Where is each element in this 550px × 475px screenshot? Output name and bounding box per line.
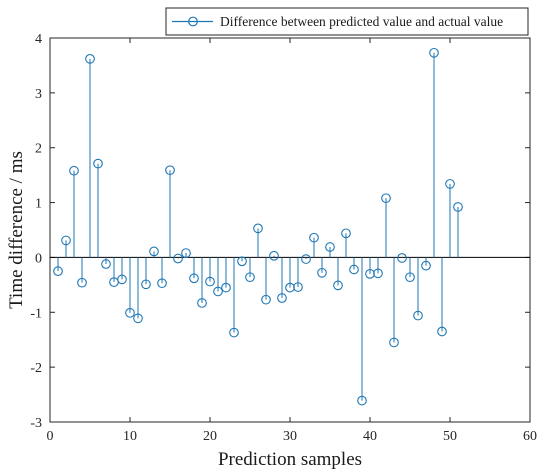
stem-marker bbox=[85, 53, 95, 64]
stem-marker bbox=[125, 307, 135, 318]
stem-marker bbox=[349, 264, 359, 275]
stem-marker bbox=[261, 294, 271, 305]
y-axis-label: Time difference / ms bbox=[6, 151, 27, 309]
stem-marker bbox=[117, 274, 127, 285]
y-tick-label: 1 bbox=[35, 197, 42, 212]
stem-marker bbox=[69, 165, 79, 176]
stem-marker bbox=[413, 310, 423, 321]
stem-marker bbox=[373, 268, 383, 279]
stem-marker bbox=[237, 256, 247, 267]
x-tick-label: 40 bbox=[363, 429, 377, 444]
stem-marker bbox=[101, 259, 111, 269]
stem-marker bbox=[317, 267, 327, 278]
legend-entry: Difference between predicted value and a… bbox=[220, 14, 503, 29]
legend-box bbox=[165, 7, 529, 36]
stem-marker bbox=[429, 47, 439, 58]
x-axis-label: Prediction samples bbox=[218, 449, 362, 470]
stem-marker bbox=[61, 235, 71, 246]
legend: Difference between predicted value and a… bbox=[165, 7, 529, 36]
stem-marker bbox=[341, 228, 351, 239]
stem-marker bbox=[277, 293, 287, 303]
stem-marker bbox=[293, 282, 303, 292]
x-tick-label: 10 bbox=[123, 429, 137, 444]
x-tick-label: 60 bbox=[523, 429, 537, 444]
stem-marker bbox=[213, 286, 223, 297]
x-tick-label: 50 bbox=[443, 429, 457, 444]
y-tick-label: 4 bbox=[35, 32, 42, 47]
stem-marker bbox=[253, 223, 263, 234]
stem-marker bbox=[189, 273, 199, 284]
stem-marker bbox=[181, 248, 191, 258]
y-tick-label: -1 bbox=[30, 306, 42, 321]
stem-marker bbox=[221, 282, 231, 293]
stem-marker bbox=[437, 326, 447, 337]
legend-marker-sample bbox=[188, 16, 198, 27]
y-tick-label: -3 bbox=[30, 416, 42, 431]
stem-marker bbox=[141, 279, 151, 290]
axis-ticks: 0 10 20 30 40 50 60 -3 -2 -1 0 1 2 3 4 bbox=[30, 32, 537, 444]
stem-marker bbox=[157, 278, 167, 289]
stem-marker bbox=[173, 253, 183, 264]
stem-marker bbox=[301, 254, 311, 264]
stem-marker bbox=[397, 253, 407, 263]
stem-series bbox=[53, 47, 463, 406]
stem-marker bbox=[77, 277, 87, 288]
stem-marker bbox=[445, 179, 455, 189]
y-tick-label: -2 bbox=[30, 361, 42, 376]
stem-marker bbox=[269, 250, 279, 261]
stem-marker bbox=[285, 282, 295, 293]
stem-marker bbox=[229, 327, 239, 338]
stem-marker bbox=[333, 280, 343, 291]
y-tick-label: 0 bbox=[35, 251, 42, 266]
stem-marker bbox=[389, 337, 399, 348]
y-tick-label: 3 bbox=[35, 87, 42, 102]
stem-marker bbox=[381, 193, 391, 204]
stem-marker bbox=[365, 269, 375, 279]
stem-marker bbox=[133, 313, 143, 324]
x-tick-label: 30 bbox=[283, 429, 297, 444]
stem-marker bbox=[453, 202, 463, 212]
stem-marker bbox=[165, 165, 175, 176]
stem-marker bbox=[357, 395, 367, 406]
stem-marker bbox=[197, 298, 207, 308]
y-tick-label: 2 bbox=[35, 142, 42, 157]
stem-marker bbox=[205, 276, 215, 287]
stem-marker bbox=[149, 246, 159, 257]
stem-marker bbox=[421, 260, 431, 271]
stem-marker bbox=[405, 272, 415, 283]
stem-marker bbox=[93, 158, 103, 169]
stem-marker bbox=[309, 232, 319, 243]
x-tick-label: 20 bbox=[203, 429, 217, 444]
x-tick-label: 0 bbox=[47, 429, 54, 444]
stem-marker bbox=[53, 266, 63, 276]
stem-marker bbox=[325, 242, 335, 252]
stem-marker bbox=[245, 272, 255, 283]
